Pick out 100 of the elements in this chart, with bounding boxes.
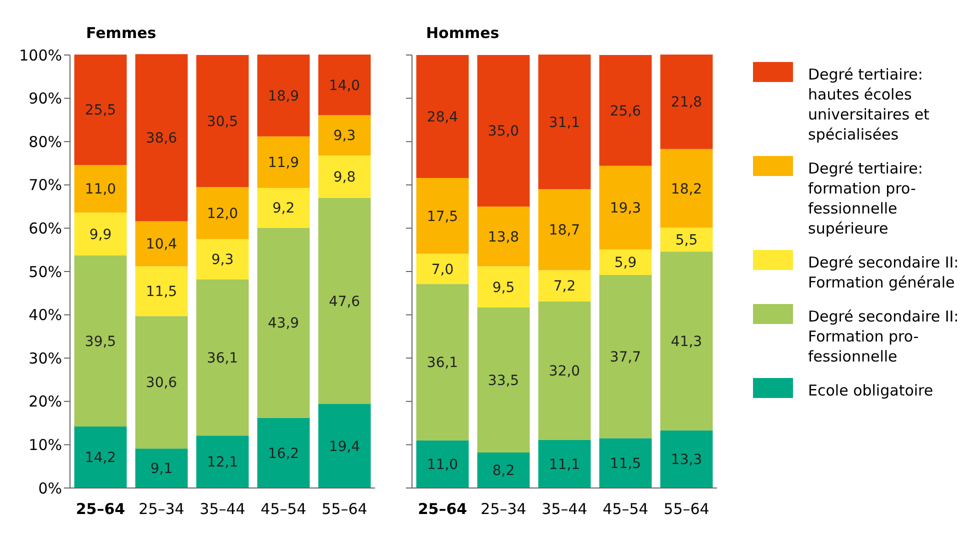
y-tick-label: 0%	[38, 479, 62, 498]
legend-label: Degré secondaire II: Formation générale	[808, 254, 959, 292]
bar	[660, 430, 713, 488]
bar	[257, 228, 310, 418]
data-label: 11,0	[426, 457, 458, 474]
bar	[660, 228, 713, 252]
bar	[416, 254, 469, 284]
bar	[196, 279, 249, 436]
bar	[318, 115, 371, 156]
bar	[599, 55, 652, 166]
data-label: 11,9	[268, 155, 300, 172]
data-label: 28,4	[426, 109, 458, 126]
bar	[135, 266, 188, 316]
data-label: 7,2	[553, 278, 576, 295]
data-label: 36,1	[426, 355, 458, 372]
data-label: 43,9	[268, 316, 300, 332]
bar	[416, 178, 469, 254]
data-label: 36,1	[206, 350, 238, 366]
x-tick-label: 25–64	[418, 500, 468, 518]
legend-label: Degré tertiaire: hautes écoles universitaires et spécialisées	[808, 66, 930, 144]
bar	[538, 54, 591, 190]
bar	[416, 440, 469, 488]
data-label: 18,9	[268, 88, 300, 104]
bar	[477, 452, 530, 488]
bar	[599, 438, 652, 488]
bar	[74, 212, 127, 256]
x-tick-label: 55–64	[322, 500, 368, 518]
data-label: 39,5	[84, 334, 116, 350]
data-label: 25,5	[84, 102, 116, 119]
data-label: 8,2	[492, 463, 515, 480]
y-tick-label: 10%	[28, 436, 62, 454]
bar	[660, 54, 713, 149]
y-tick-label: 20%	[28, 392, 62, 411]
data-label: 19,4	[328, 438, 360, 455]
data-label: 37,7	[610, 349, 642, 366]
bar	[538, 189, 591, 270]
data-label: 18,2	[670, 181, 702, 198]
data-label: 14,0	[328, 78, 360, 94]
bar	[660, 252, 713, 430]
data-label: 11,0	[84, 182, 116, 198]
y-tick-label: 90%	[28, 90, 62, 108]
bar	[318, 198, 371, 404]
data-label: 9,3	[211, 252, 234, 268]
y-tick-label: 100%	[19, 46, 62, 64]
bar	[196, 187, 249, 240]
bar	[599, 249, 652, 275]
data-label: 7,0	[431, 262, 454, 278]
bar	[257, 418, 310, 488]
y-tick-label: 70%	[28, 176, 62, 194]
bar	[538, 301, 591, 440]
bar	[477, 307, 530, 452]
data-label: 32,0	[548, 364, 580, 380]
bar	[477, 206, 530, 266]
bar	[74, 426, 127, 488]
bar	[416, 284, 469, 440]
data-label: 18,7	[548, 222, 580, 239]
data-label: 21,8	[670, 94, 702, 111]
bar	[257, 54, 310, 136]
bar	[416, 55, 469, 178]
bar	[477, 55, 530, 207]
legend-label: Degré secondaire II: Formation pro- fessionnelle	[808, 308, 959, 366]
bar	[538, 270, 591, 302]
data-label: 41,3	[670, 334, 702, 350]
data-label: 9,2	[272, 200, 295, 217]
bar	[196, 239, 249, 280]
data-label: 12,0	[206, 206, 238, 222]
data-label: 25,6	[610, 103, 642, 120]
data-label: 5,5	[675, 232, 698, 249]
data-label: 9,8	[333, 170, 356, 186]
data-label: 9,5	[492, 280, 515, 296]
data-label: 33,5	[488, 372, 520, 389]
bar	[135, 316, 188, 449]
bar	[318, 54, 371, 116]
bar	[135, 221, 188, 266]
y-tick-label: 50%	[28, 262, 62, 281]
x-tick-label: 45–54	[602, 500, 648, 518]
x-tick-label: 35–44	[542, 500, 588, 518]
bar	[257, 136, 310, 188]
bar	[538, 440, 591, 488]
data-label: 11,1	[548, 456, 580, 473]
x-tick-label: 35–44	[200, 500, 246, 518]
chart-title: Hommes	[426, 24, 500, 42]
bar	[257, 188, 310, 228]
bar	[318, 404, 371, 488]
bar	[135, 54, 188, 222]
bar	[135, 448, 188, 488]
bar	[74, 164, 127, 213]
data-label: 10,4	[146, 236, 178, 253]
bar	[74, 54, 127, 165]
data-label: 12,1	[206, 454, 238, 471]
data-label: 30,5	[206, 114, 238, 130]
bar	[196, 55, 249, 188]
data-label: 30,6	[146, 375, 178, 392]
bar	[318, 155, 371, 198]
bar	[599, 274, 652, 438]
data-label: 11,5	[610, 456, 642, 472]
data-label: 9,3	[333, 128, 356, 144]
data-label: 19,3	[610, 200, 642, 217]
y-tick-label: 30%	[28, 349, 62, 368]
bar	[74, 255, 127, 427]
